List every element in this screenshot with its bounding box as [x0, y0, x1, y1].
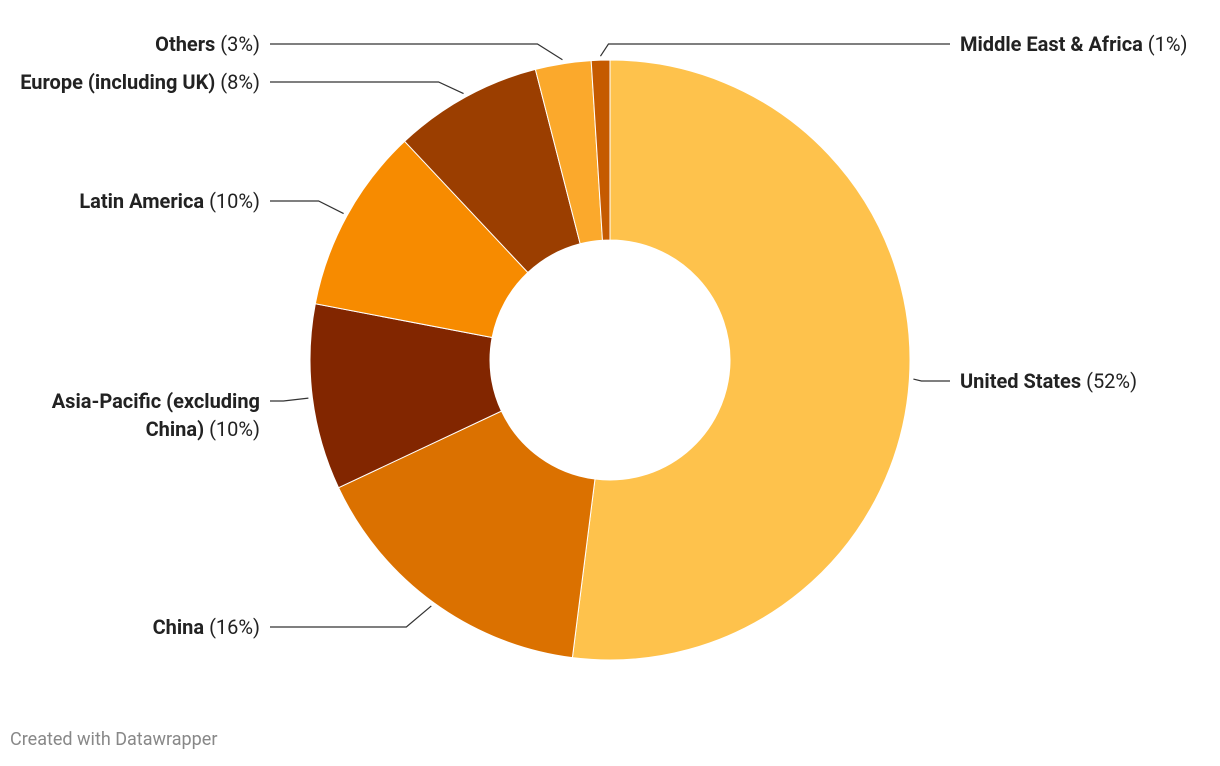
slice: [309, 303, 503, 489]
leader-line: [599, 43, 950, 57]
value-label: (16%): [209, 615, 260, 639]
slice: [571, 59, 911, 661]
slice-label: Latin America (10%): [20, 187, 260, 215]
slice-label: Europe (including UK) (8%): [20, 68, 260, 96]
value-label: (1%): [1147, 32, 1188, 56]
value-label: (8%): [220, 70, 260, 94]
footer: Created with Datawrapper: [10, 729, 218, 750]
value-label: (52%): [1086, 369, 1138, 393]
value-label: (3%): [220, 32, 260, 56]
category-name: China: [152, 615, 205, 639]
slice: [314, 140, 529, 339]
leader-line: [270, 43, 563, 61]
slice-label: United States (52%): [960, 367, 1200, 395]
value-label: (10%): [209, 189, 260, 213]
slice: [337, 410, 596, 659]
slice-label: China (16%): [20, 613, 260, 641]
category-name: Middle East & Africa: [960, 32, 1143, 56]
leader-line: [270, 397, 309, 402]
leader-line: [270, 200, 344, 215]
leader-line: [913, 378, 950, 382]
slice-label: Middle East & Africa (1%): [960, 30, 1190, 58]
leader-line: [270, 605, 432, 628]
category-name: Latin America: [79, 189, 205, 213]
category-name: United States: [960, 369, 1082, 393]
leader-line: [270, 81, 464, 95]
category-name: Asia-Pacific (excluding China): [51, 389, 260, 441]
slice-label: Asia-Pacific (excluding China) (10%): [5, 387, 260, 443]
slice: [590, 59, 611, 241]
value-label: (10%): [209, 417, 260, 441]
category-name: Europe (including UK): [20, 70, 216, 94]
category-name: Others: [155, 32, 216, 56]
slice-label: Others (3%): [20, 30, 260, 58]
